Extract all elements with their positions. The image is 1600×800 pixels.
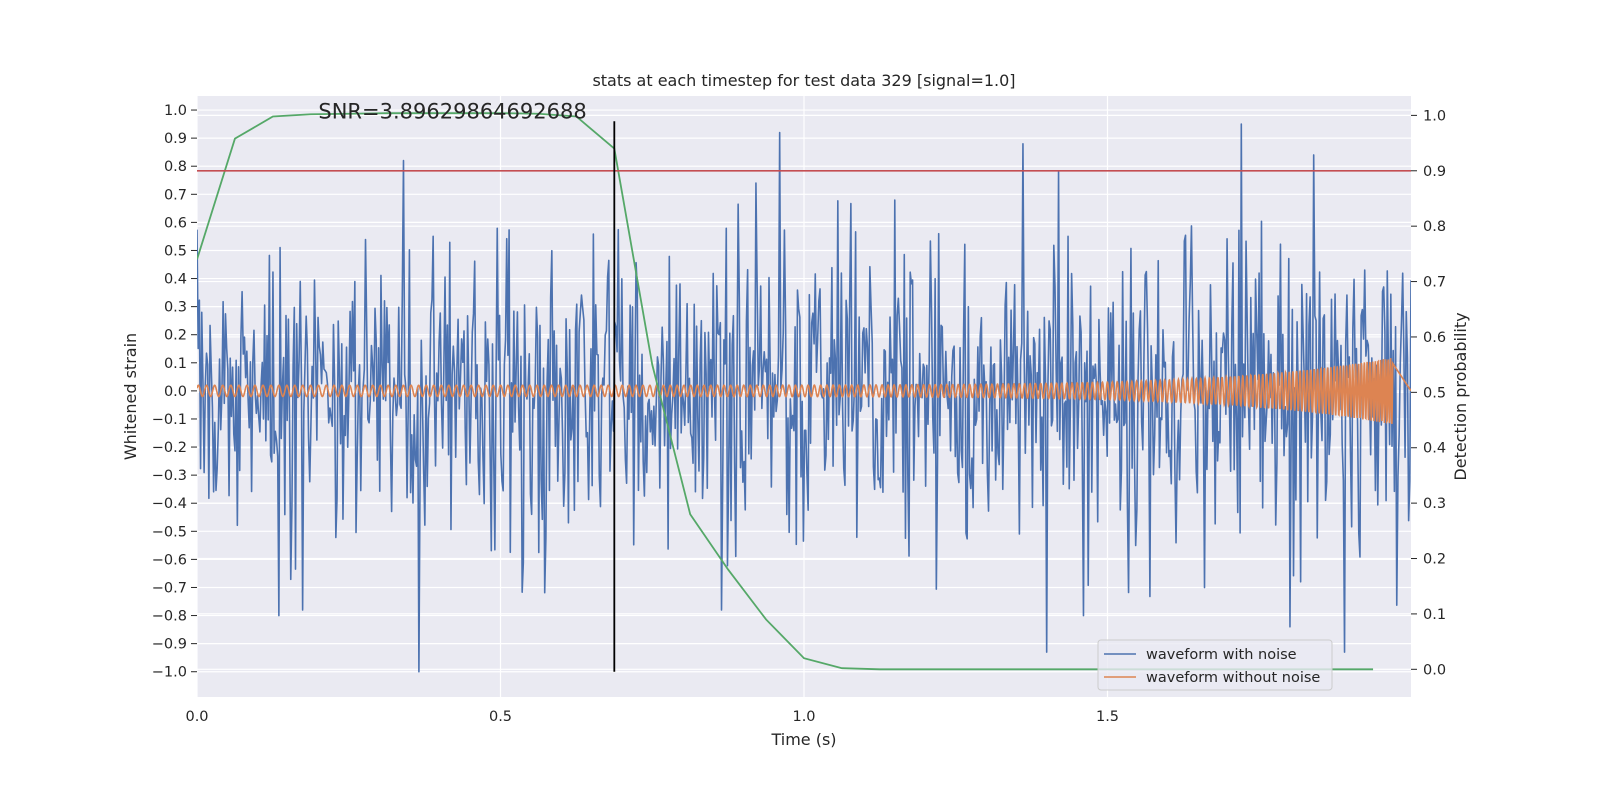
y-left-tick-label: 0.1 (164, 356, 187, 372)
y-left-tick-label: −1.0 (152, 665, 187, 681)
y-left-tick-label: −0.3 (152, 468, 187, 484)
y-left-tick-label: −0.7 (152, 580, 187, 596)
y-left-tick-label: −0.4 (152, 496, 187, 512)
y-right-tick-label: 0.4 (1423, 441, 1446, 457)
y-left-tick-label: −0.9 (152, 637, 187, 653)
y-right-tick-label: 0.6 (1423, 330, 1446, 346)
y-left-tick-label: 0.6 (164, 215, 187, 231)
y-left-tick-label: 0.8 (164, 159, 187, 175)
x-tick-label: 1.5 (1096, 709, 1119, 725)
y-right-axis-ticks: 0.0 0.1 0.2 0.3 0.4 0.5 0.6 0.7 0.8 0.9 1.0 (1411, 108, 1446, 678)
series-waveform-without-noise (197, 358, 1411, 425)
snr-annotation: SNR=3.89629864692688 (318, 99, 586, 123)
y-left-tick-label: 0.9 (164, 131, 187, 147)
y-left-tick-label: −0.5 (152, 524, 187, 540)
y-right-tick-label: 0.8 (1423, 219, 1446, 235)
y-right-tick-label: 0.7 (1423, 275, 1446, 291)
y-left-tick-label: −0.1 (152, 412, 187, 428)
y-right-tick-label: 0.3 (1423, 496, 1446, 512)
y-left-tick-label: 0.5 (164, 243, 187, 259)
x-tick-label: 0.5 (489, 709, 512, 725)
x-tick-label: 1.0 (792, 709, 815, 725)
x-axis-label: Time (s) (770, 730, 836, 749)
y-right-tick-label: 0.2 (1423, 552, 1446, 568)
y-left-tick-label: 0.0 (164, 384, 187, 400)
legend-box (1097, 639, 1333, 691)
y-right-tick-label: 1.0 (1423, 108, 1446, 124)
y-right-tick-label: 0.1 (1423, 607, 1446, 623)
y-left-tick-label: 0.7 (164, 187, 187, 203)
legend-label-noise: waveform with noise (1146, 647, 1297, 663)
y-right-axis-label: Detection probability (1451, 312, 1470, 480)
y-right-tick-label: 0.0 (1423, 662, 1446, 678)
y-left-tick-label: 0.3 (164, 300, 187, 316)
y-left-tick-label: 1.0 (164, 103, 187, 119)
y-left-axis-ticks: −1.0 −0.9 −0.8 −0.7 −0.6 −0.5 −0.4 −0.3 −0.2 −0.1… (152, 103, 197, 681)
x-tick-label: 0.0 (185, 709, 208, 725)
y-left-tick-label: 0.2 (164, 328, 187, 344)
y-right-tick-label: 0.5 (1423, 385, 1446, 401)
y-left-axis-label: Whitened strain (121, 333, 140, 460)
series-waveform-with-noise (197, 123, 1411, 673)
reference-lines (197, 121, 1411, 672)
y-left-tick-label: −0.6 (152, 552, 187, 568)
legend: waveform with noise waveform without noi… (1097, 639, 1333, 691)
y-left-tick-label: −0.8 (152, 609, 187, 625)
x-axis-ticks: 0.0 0.5 1.0 1.5 (185, 709, 1119, 725)
chart-title: stats at each timestep for test data 329… (592, 71, 1015, 90)
y-left-tick-label: −0.2 (152, 440, 187, 456)
y-right-tick-label: 0.9 (1423, 164, 1446, 180)
legend-label-clean: waveform without noise (1146, 670, 1320, 686)
y-left-tick-label: 0.4 (164, 272, 187, 288)
